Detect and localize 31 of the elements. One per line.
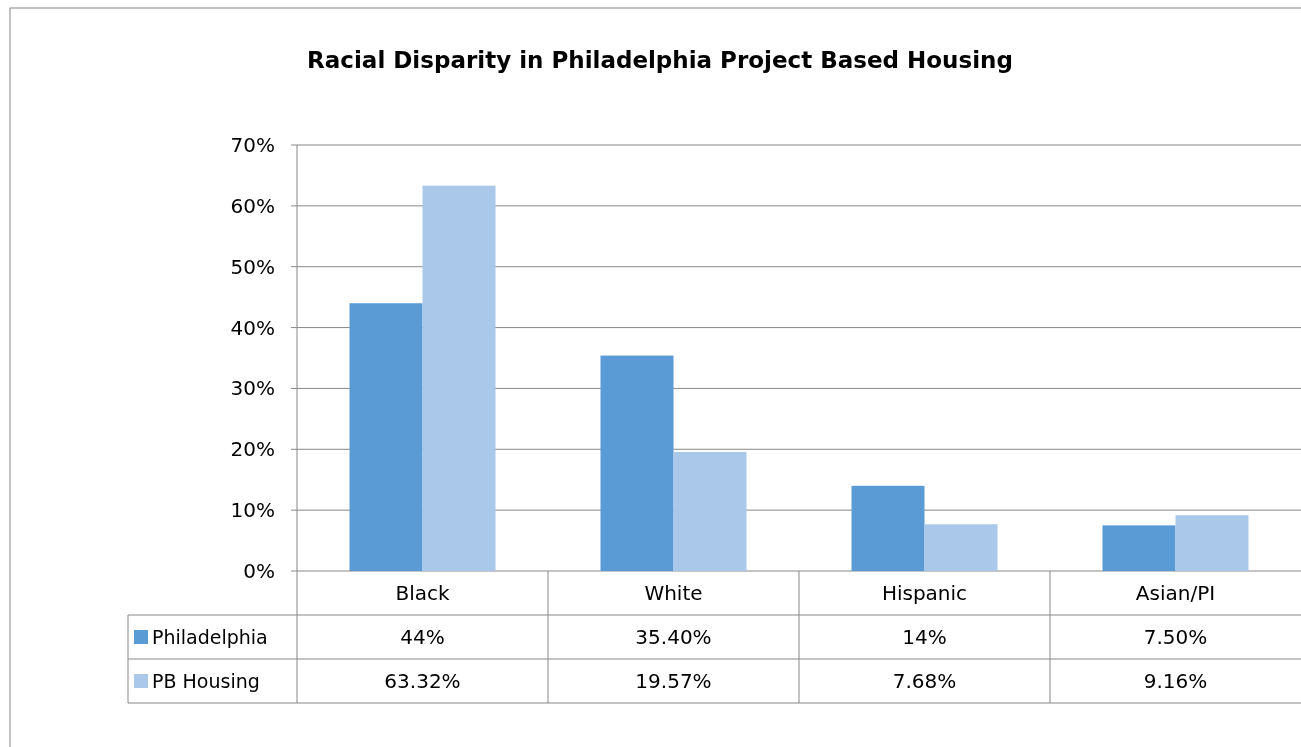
data-label: 7.68% <box>892 669 957 693</box>
x-tick-label: Hispanic <box>881 581 968 605</box>
legend-label: PB Housing <box>152 669 260 692</box>
y-tick-label: 50% <box>230 254 275 279</box>
legend-label: Philadelphia <box>152 625 268 648</box>
y-tick-label: 30% <box>230 376 275 401</box>
data-label: 7.50% <box>1143 625 1208 649</box>
chart-title: Racial Disparity in Philadelphia Project Based Housing <box>307 47 1013 73</box>
x-tick-label: Black <box>395 581 450 605</box>
bar <box>1175 515 1249 571</box>
y-tick-label: 70% <box>230 133 275 157</box>
y-tick-label: 10% <box>230 498 275 523</box>
data-label: 9.16% <box>1143 669 1208 693</box>
bar <box>924 524 998 571</box>
bar <box>1102 525 1176 571</box>
y-tick-label: 60% <box>230 193 275 218</box>
data-label: 14% <box>902 625 947 649</box>
x-tick-label: Asian/PI <box>1135 581 1216 605</box>
data-label: 19.57% <box>635 669 712 693</box>
y-tick-label: 40% <box>230 315 275 340</box>
data-label: 63.32% <box>384 669 461 693</box>
bar <box>349 303 423 571</box>
bar <box>851 485 925 571</box>
y-tick-label: 20% <box>230 437 275 462</box>
data-label: 35.40% <box>635 625 712 649</box>
bar <box>673 451 747 571</box>
x-tick-label: White <box>644 581 703 605</box>
data-label: 44% <box>400 625 445 649</box>
bar <box>600 355 674 571</box>
bar <box>422 185 496 571</box>
y-tick-label: 0% <box>243 559 275 583</box>
